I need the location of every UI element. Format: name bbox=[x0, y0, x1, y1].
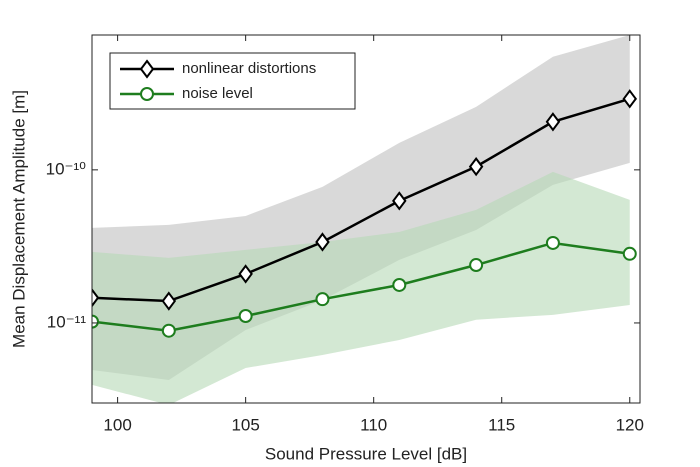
legend-label: noise level bbox=[182, 85, 253, 102]
marker bbox=[92, 288, 100, 308]
y-axis-label: Mean Displacement Amplitude [m] bbox=[9, 90, 28, 348]
marker bbox=[238, 309, 253, 324]
marker bbox=[622, 246, 637, 261]
legend-marker bbox=[139, 59, 155, 79]
axes-frame bbox=[91, 34, 641, 404]
x-tick-label: 105 bbox=[231, 415, 259, 434]
y-tick-label: 10⁻¹¹ bbox=[47, 312, 87, 331]
series-line bbox=[92, 241, 630, 332]
marker bbox=[469, 258, 484, 273]
marker bbox=[545, 112, 561, 132]
x-axis-label: Sound Pressure Level [dB] bbox=[265, 444, 467, 463]
legend-label: nonlinear distortions bbox=[182, 60, 316, 77]
x-tick-label: 100 bbox=[103, 415, 131, 434]
marker bbox=[92, 314, 99, 329]
bands bbox=[92, 35, 630, 403]
x-tick-label: 120 bbox=[616, 415, 644, 434]
range-band bbox=[92, 171, 630, 403]
x-tick-label: 115 bbox=[488, 415, 515, 434]
x-tick-label: 110 bbox=[360, 415, 387, 434]
marker bbox=[238, 264, 253, 284]
marker bbox=[392, 191, 407, 211]
marker bbox=[468, 156, 484, 177]
marker bbox=[161, 291, 177, 311]
y-tick-label: 10⁻¹⁰ bbox=[46, 159, 87, 178]
marker bbox=[315, 232, 330, 252]
marker bbox=[622, 89, 638, 109]
lines bbox=[92, 89, 638, 338]
marker bbox=[392, 277, 407, 292]
series-line bbox=[92, 97, 631, 303]
legend-marker bbox=[140, 87, 154, 101]
marker bbox=[161, 323, 176, 338]
marker bbox=[545, 235, 560, 250]
marker bbox=[315, 292, 330, 307]
